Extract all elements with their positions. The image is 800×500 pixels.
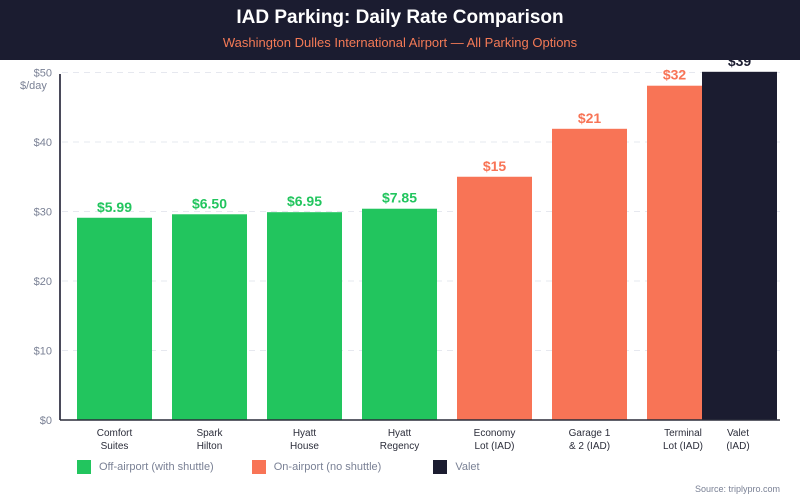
legend: Off-airport (with shuttle) On-airport (n… <box>77 460 516 474</box>
data-label: $32 <box>663 67 687 83</box>
data-label: $6.95 <box>287 193 322 209</box>
legend-swatch <box>433 460 448 474</box>
bar <box>702 71 777 421</box>
legend-item-valet: Valet <box>433 460 480 474</box>
x-tick-label: House <box>290 441 319 452</box>
data-label: $7.85 <box>382 190 417 206</box>
x-tick-label: Lot (IAD) <box>663 441 703 452</box>
x-tick-label: Hyatt <box>293 428 317 439</box>
y-axis-label: $/day <box>20 80 47 92</box>
chart-header: IAD Parking: Daily Rate Comparison Washi… <box>0 0 800 60</box>
legend-swatch <box>77 460 91 474</box>
bar <box>457 176 532 420</box>
x-tick-label: Hyatt <box>388 428 412 439</box>
source-note: Source: triplypro.com <box>694 484 780 494</box>
legend-item-on-airport: On-airport (no shuttle) <box>251 460 382 474</box>
x-tick-label: Economy <box>474 428 516 439</box>
bar <box>552 128 627 421</box>
bar <box>647 85 702 420</box>
x-tick-label: & 2 (IAD) <box>569 441 610 452</box>
data-label: $15 <box>483 158 507 174</box>
legend-label: On-airport (no shuttle) <box>273 461 382 473</box>
bar <box>267 212 342 420</box>
chart-subtitle: Washington Dulles International Airport … <box>222 35 578 50</box>
x-tick-label: Hilton <box>197 441 223 452</box>
x-tick-label: Valet <box>727 428 749 439</box>
y-tick-label: $20 <box>34 276 52 288</box>
x-tick-label: Regency <box>380 441 419 452</box>
legend-swatch <box>251 460 266 474</box>
x-tick-label: Terminal <box>664 428 702 439</box>
y-tick-label: $10 <box>34 346 52 358</box>
x-tick-label: (IAD) <box>726 441 749 452</box>
legend-item-off-airport: Off-airport (with shuttle) <box>77 460 214 474</box>
x-tick-label: Lot (IAD) <box>474 441 514 452</box>
y-tick-label: $50 <box>34 68 52 80</box>
y-tick-label: $0 <box>40 415 52 427</box>
data-label: $5.99 <box>97 199 132 215</box>
x-tick-label: Comfort <box>97 428 133 439</box>
legend-label: Valet <box>455 461 480 473</box>
y-tick-label: $30 <box>34 207 52 219</box>
x-tick-label: Suites <box>101 441 129 452</box>
x-tick-label: Spark <box>196 428 223 439</box>
data-label: $6.50 <box>192 195 227 211</box>
y-tick-label: $40 <box>34 137 52 149</box>
legend-label: Off-airport (with shuttle) <box>99 461 214 473</box>
bar <box>172 214 247 420</box>
bar <box>77 217 152 420</box>
x-tick-label: Garage 1 <box>569 428 611 439</box>
bar <box>362 208 437 420</box>
data-label: $21 <box>578 110 602 126</box>
chart-title: IAD Parking: Daily Rate Comparison <box>236 7 564 28</box>
